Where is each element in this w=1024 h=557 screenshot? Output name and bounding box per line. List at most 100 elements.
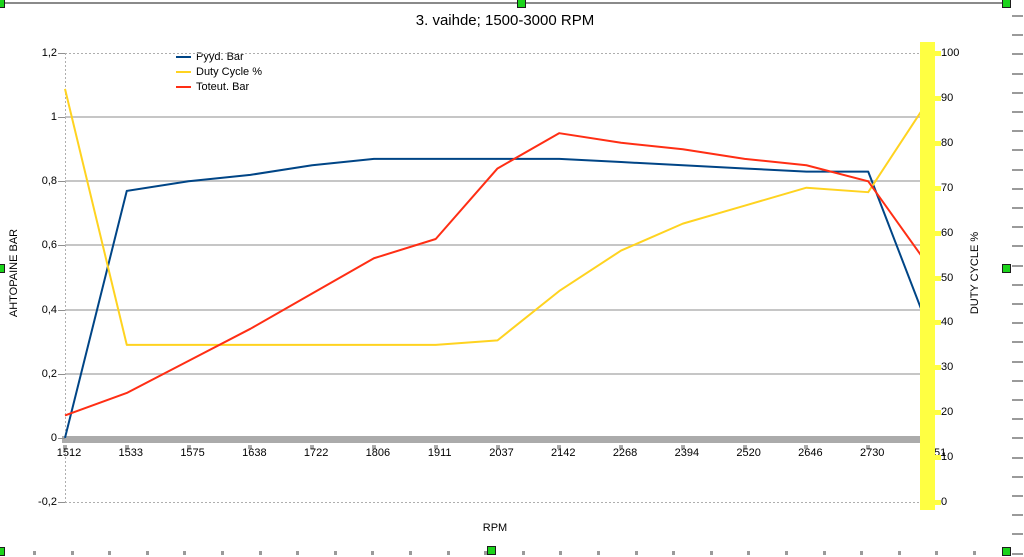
left-axis-tick <box>58 181 65 183</box>
x-axis-tick <box>557 445 562 449</box>
left-axis-tick <box>58 502 65 503</box>
legend-swatch <box>176 55 191 58</box>
selection-handle-sw[interactable] <box>0 547 5 556</box>
sheet-column-gridline <box>635 551 638 555</box>
right-axis-tick <box>934 51 941 56</box>
sheet-row-gridline <box>1012 169 1023 171</box>
right-axis-tick <box>934 455 941 461</box>
sheet-row-gridline <box>1012 495 1023 497</box>
sheet-row-gridline <box>1012 457 1023 459</box>
sheet-column-gridline <box>935 551 938 555</box>
x-axis-title: RPM <box>482 522 508 534</box>
selection-handle-w[interactable] <box>0 264 5 273</box>
left-axis-tick <box>58 245 65 247</box>
sheet-column-gridline <box>597 551 600 555</box>
x-axis-tick <box>804 445 809 449</box>
selection-handle-ne[interactable] <box>1002 0 1011 8</box>
chart-title: 3. vaihde; 1500-3000 RPM <box>415 12 595 29</box>
sheet-column-gridline <box>823 551 826 555</box>
sheet-row-gridline <box>1012 15 1023 17</box>
sheet-column-gridline <box>522 551 525 555</box>
x-axis-tick-label: 2037 <box>489 447 514 459</box>
right-axis-tick <box>934 320 941 326</box>
right-axis-tick-label: 50 <box>941 271 954 284</box>
right-axis-tick-label: 80 <box>941 136 954 149</box>
x-axis-tick <box>124 445 129 449</box>
left-axis-tick-label: 0,8 <box>41 175 57 188</box>
sheet-row-gridline <box>1012 322 1023 324</box>
sheet-column-gridline <box>259 551 262 555</box>
x-axis-tick-label: 2730 <box>859 447 885 459</box>
selection-handle-se[interactable] <box>1002 547 1011 556</box>
sheet-column-gridline <box>409 551 412 555</box>
sheet-column-gridline <box>371 551 374 555</box>
sheet-column-gridline <box>108 551 111 555</box>
sheet-column-gridline <box>860 551 863 555</box>
left-axis-tick-label: 0,6 <box>41 239 57 252</box>
legend-label: Toteut. Bar <box>196 80 250 93</box>
left-axis-tick-label: 1 <box>50 111 57 124</box>
legend-label: Duty Cycle % <box>196 65 263 78</box>
legend-swatch <box>176 85 191 88</box>
sheet-column-gridline <box>710 551 713 555</box>
right-axis-tick-label: 10 <box>941 451 954 464</box>
sheet-column-gridline <box>973 551 976 555</box>
chart-object[interactable]: 3. vaihde; 1500-3000 RPM AHTOPAINE BAR D… <box>0 4 1010 552</box>
x-axis-tick-label: 1533 <box>118 447 144 459</box>
left-axis-tick <box>58 53 65 54</box>
x-axis-tick-label: 1512 <box>56 447 82 459</box>
sheet-row-gridline <box>1012 418 1023 420</box>
sheet-column-gridline <box>785 551 788 555</box>
selection-handle-s[interactable] <box>487 546 496 555</box>
x-axis-tick-label: 1911 <box>427 447 452 459</box>
left-axis-tick <box>58 309 65 311</box>
sheet-row-gridline <box>1012 92 1023 94</box>
sheet-row-gridline <box>1012 437 1023 439</box>
legend[interactable]: Pyyd. Bar Duty Cycle % Toteut. Bar <box>176 49 262 94</box>
legend-swatch <box>176 70 191 73</box>
sheet-row-gridline <box>1012 303 1023 305</box>
right-axis-tick-label: 30 <box>941 361 954 374</box>
sheet-column-gridline <box>747 551 750 555</box>
x-axis-tick-label: 1806 <box>365 447 391 459</box>
right-axis-tick-label: 90 <box>941 91 954 104</box>
x-axis-tick-label: 1722 <box>303 447 329 459</box>
y-axis-line <box>65 53 66 502</box>
sheet-column-gridline <box>334 551 337 555</box>
sheet-column-gridline <box>146 551 149 555</box>
sheet-column-gridline <box>183 551 186 555</box>
selection-handle-e[interactable] <box>1002 264 1011 273</box>
x-axis-tick <box>866 445 871 449</box>
sheet-row-gridline <box>1012 284 1023 286</box>
highlight-bar <box>920 42 935 510</box>
legend-item: Toteut. Bar <box>176 79 262 94</box>
sheet-column-gridline <box>71 551 74 555</box>
left-axis-tick-label: 0,4 <box>41 303 57 316</box>
sheet-row-gridline <box>1012 514 1023 516</box>
h-gridline <box>65 116 931 119</box>
left-axis-tick <box>58 437 65 439</box>
selection-handle-n[interactable] <box>517 0 526 8</box>
h-gridline <box>65 308 931 311</box>
right-axis-tick-label: 70 <box>941 181 954 194</box>
legend-item: Duty Cycle % <box>176 64 262 79</box>
sheet-row-gridline <box>1012 207 1023 209</box>
x-axis-tick-label: 2520 <box>736 447 761 459</box>
sheet-column-gridline <box>221 551 224 555</box>
x-axis-tick-label: 1575 <box>180 447 205 459</box>
sheet-row-gridline <box>1012 361 1023 363</box>
right-axis-tick <box>934 275 941 281</box>
series-line-pyyd-bar <box>64 157 931 439</box>
right-axis-tick-label: 40 <box>941 316 954 329</box>
x-axis-tick <box>310 445 315 449</box>
series-line-duty-cycle- <box>64 88 931 346</box>
sheet-row-gridline <box>1012 245 1023 247</box>
x-axis-tick <box>371 445 376 449</box>
x-axis-tick-label: 2646 <box>798 447 823 459</box>
plot-border-bottom <box>65 502 936 503</box>
left-axis-tick-label: 0 <box>50 431 57 444</box>
selection-handle-nw[interactable] <box>0 0 5 8</box>
sheet-row-gridline <box>1012 53 1023 55</box>
sheet-row-gridline <box>1012 130 1023 132</box>
